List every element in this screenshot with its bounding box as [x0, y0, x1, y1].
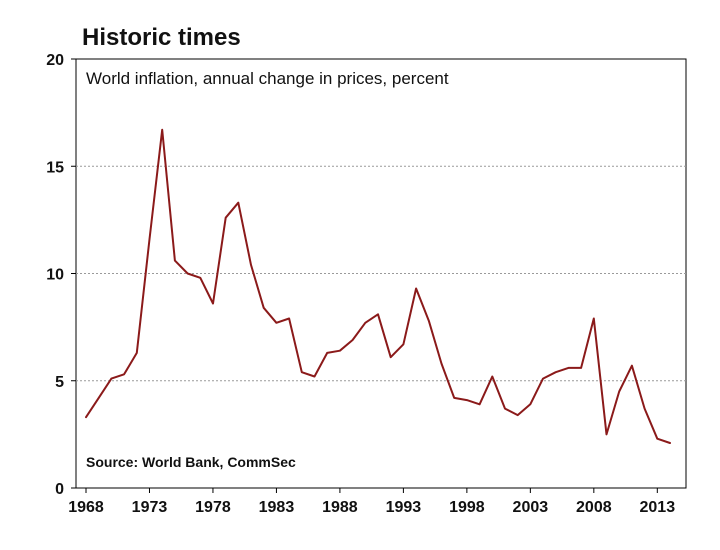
data-point — [655, 437, 659, 441]
data-point — [173, 259, 177, 263]
data-point — [554, 370, 558, 374]
data-point — [566, 366, 570, 370]
data-point — [427, 319, 431, 323]
x-tick-label: 2003 — [513, 499, 549, 516]
data-point — [122, 372, 126, 376]
data-point — [617, 390, 621, 394]
data-point — [351, 338, 355, 342]
data-point — [287, 317, 291, 321]
y-tick-label: 5 — [55, 374, 64, 391]
data-point — [452, 396, 456, 400]
data-point — [414, 287, 418, 291]
data-point — [643, 407, 647, 411]
x-axis: 1968 1973 1978 1983 1988 1993 1998 2003 2008 2013 — [68, 488, 675, 516]
data-point — [478, 402, 482, 406]
data-point — [186, 272, 190, 276]
x-tick-label: 1978 — [195, 499, 231, 516]
source-note: Source: World Bank, CommSec — [86, 454, 296, 470]
data-point — [224, 216, 228, 220]
y-tick-label: 15 — [46, 159, 64, 176]
chart-title: Historic times — [82, 24, 241, 51]
data-point — [236, 201, 240, 205]
gridlines — [76, 165, 686, 382]
y-axis: 0 5 10 15 20 — [46, 52, 76, 498]
data-point — [516, 413, 520, 417]
data-point — [630, 364, 634, 368]
data-point — [465, 398, 469, 402]
data-point — [84, 415, 88, 419]
x-tick-label: 1993 — [386, 499, 422, 516]
data-point — [262, 306, 266, 310]
data-point — [338, 349, 342, 353]
data-point — [528, 402, 532, 406]
data-point — [668, 441, 672, 445]
data-point — [135, 351, 139, 355]
y-tick-label: 0 — [55, 481, 64, 498]
data-point — [300, 370, 304, 374]
data-point — [363, 321, 367, 325]
data-point — [579, 366, 583, 370]
data-point — [592, 317, 596, 321]
data-point — [490, 375, 494, 379]
data-point — [325, 351, 329, 355]
data-point — [541, 377, 545, 381]
x-tick-label: 1973 — [132, 499, 168, 516]
x-tick-label: 2008 — [576, 499, 612, 516]
data-point — [440, 362, 444, 366]
x-tick-label: 1988 — [322, 499, 358, 516]
data-point — [97, 396, 101, 400]
x-tick-label: 1983 — [259, 499, 295, 516]
data-point — [198, 276, 202, 280]
chart-subtitle: World inflation, annual change in prices… — [86, 69, 449, 88]
x-tick-label: 2013 — [640, 499, 676, 516]
data-point — [503, 407, 507, 411]
data-point — [401, 342, 405, 346]
data-point — [313, 375, 317, 379]
y-tick-label: 10 — [46, 267, 64, 284]
data-point — [109, 377, 113, 381]
data-point — [148, 237, 152, 241]
x-tick-label: 1968 — [68, 499, 104, 516]
series-line-inflation — [85, 128, 671, 444]
data-point — [376, 312, 380, 316]
data-point — [389, 355, 393, 359]
series-layer — [84, 128, 672, 445]
data-point — [605, 432, 609, 436]
data-point — [211, 302, 215, 306]
data-point — [249, 263, 253, 267]
x-tick-label: 1998 — [449, 499, 485, 516]
y-tick-label: 20 — [46, 52, 64, 69]
data-point — [274, 321, 278, 325]
data-point — [160, 128, 164, 132]
